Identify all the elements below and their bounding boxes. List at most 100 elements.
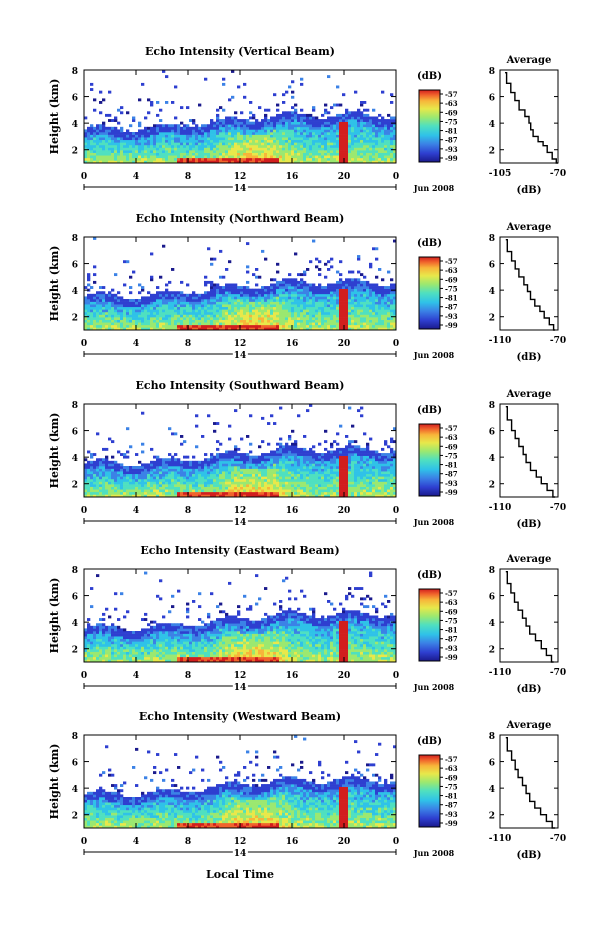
- heatmap-cell: [249, 311, 253, 315]
- heatmap-cell: [345, 291, 349, 295]
- heatmap-cell: [183, 144, 187, 148]
- heatmap-cell: [123, 317, 127, 320]
- heatmap-cell: [99, 291, 103, 295]
- heatmap-cell: [261, 304, 265, 308]
- heatmap-cell: [216, 124, 220, 128]
- heatmap-cell: [315, 116, 319, 120]
- heatmap-cell: [348, 291, 352, 295]
- heatmap-cell: [321, 324, 325, 328]
- heatmap-cell: [345, 319, 349, 323]
- heatmap-cell: [279, 119, 283, 122]
- heatmap-cell: [135, 147, 139, 151]
- heatmap-cell: [264, 324, 268, 328]
- heatmap-cell: [192, 463, 196, 467]
- heatmap-cell: [198, 486, 202, 490]
- heatmap-cell: [129, 137, 133, 141]
- heatmap-cell: [231, 486, 235, 490]
- heatmap-cell: [339, 260, 343, 264]
- heatmap-cell: [291, 80, 295, 84]
- heatmap-cell: [168, 129, 172, 133]
- heatmap-cell: [225, 121, 229, 125]
- heatmap-cell: [321, 155, 325, 159]
- heatmap-cell: [192, 121, 196, 125]
- heatmap-cell: [138, 322, 142, 326]
- heatmap-cell: [351, 111, 355, 115]
- heatmap-cell: [93, 304, 97, 308]
- heatmap-cell: [216, 453, 220, 456]
- heatmap-cell: [366, 116, 370, 120]
- heatmap-cell: [165, 134, 169, 138]
- heatmap-cell: [177, 476, 181, 480]
- heatmap-cell: [291, 150, 295, 153]
- heatmap-cell: [255, 494, 259, 498]
- heatmap-cell: [258, 142, 262, 146]
- heatmap-cell: [315, 155, 319, 159]
- heatmap-cell: [114, 327, 118, 331]
- heatmap-cell: [132, 157, 136, 161]
- heatmap-cell: [252, 124, 256, 128]
- heatmap-cell: [111, 126, 115, 130]
- heatmap-cell: [165, 314, 169, 318]
- heatmap-cell: [237, 132, 241, 135]
- heatmap-cell: [267, 471, 271, 475]
- heatmap-cell: [207, 134, 211, 138]
- heatmap-cell: [258, 463, 262, 467]
- heatmap-cell: [114, 494, 118, 498]
- heatmap-cell: [201, 494, 205, 498]
- heatmap-cell: [105, 327, 109, 331]
- heatmap-cell: [252, 160, 256, 164]
- heatmap-cell: [273, 132, 277, 135]
- heatmap-cell: [219, 129, 223, 133]
- heatmap-cell: [330, 291, 334, 295]
- heatmap-cell: [93, 476, 97, 480]
- heatmap-cell: [150, 304, 154, 308]
- heatmap-cell: [303, 296, 307, 300]
- heatmap-cell: [315, 311, 319, 315]
- heatmap-cell: [237, 301, 241, 305]
- heatmap-cell: [219, 152, 223, 156]
- heatmap-cell: [255, 327, 259, 331]
- heatmap-cell: [222, 306, 226, 310]
- heatmap-cell: [105, 463, 109, 467]
- heatmap-cell: [177, 486, 181, 490]
- heatmap-cell: [177, 139, 181, 143]
- heatmap-cell: [282, 278, 286, 282]
- heatmap-cell: [231, 453, 235, 456]
- heatmap-cell: [129, 155, 133, 159]
- heatmap-cell: [318, 273, 322, 277]
- heatmap-cell: [165, 101, 169, 104]
- heatmap-cell: [345, 296, 349, 300]
- heatmap-cell: [240, 471, 244, 475]
- heatmap-cell: [378, 301, 382, 305]
- heatmap-cell: [270, 322, 274, 326]
- heatmap-cell: [342, 314, 346, 318]
- heatmap-cell: [360, 296, 364, 300]
- heatmap-cell: [369, 291, 373, 295]
- heatmap-cell: [144, 152, 148, 156]
- heatmap-cell: [120, 327, 124, 331]
- heatmap-cell: [255, 481, 259, 485]
- heatmap-cell: [273, 473, 277, 477]
- heatmap-cell: [168, 484, 172, 487]
- heatmap-cell: [276, 134, 280, 138]
- heatmap-cell: [114, 324, 118, 328]
- heatmap-cell: [273, 147, 277, 151]
- heatmap-cell: [135, 481, 139, 485]
- heatmap-cell: [225, 304, 229, 308]
- heatmap-cell: [138, 147, 142, 151]
- heatmap-cell: [156, 155, 160, 159]
- heatmap-cell: [207, 126, 211, 130]
- heatmap-cell: [297, 139, 301, 143]
- heatmap-cell: [204, 489, 208, 493]
- heatmap-cell: [261, 119, 265, 122]
- heatmap-cell: [171, 299, 175, 302]
- heatmap-cell: [240, 473, 244, 477]
- heatmap-cell: [348, 327, 352, 331]
- heatmap-cell: [339, 142, 343, 146]
- heatmap-cell: [225, 463, 229, 467]
- heatmap-cell: [345, 309, 349, 313]
- heatmap-cell: [102, 491, 106, 495]
- heatmap-cell: [255, 137, 259, 141]
- heatmap-cell: [177, 160, 181, 164]
- heatmap-cell: [132, 306, 136, 310]
